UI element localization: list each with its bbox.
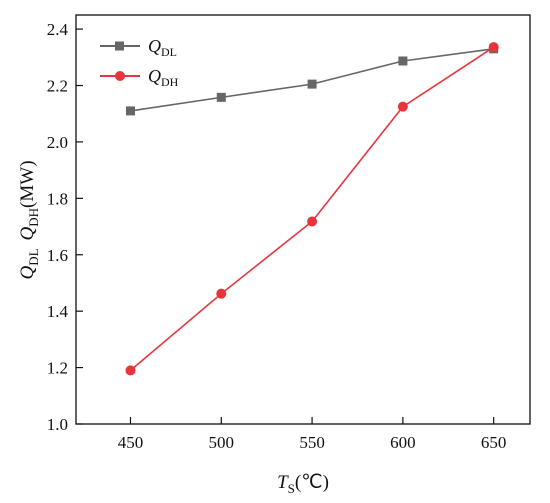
legend-label-dh-main: Q xyxy=(148,66,161,86)
y-tick-label: 1.2 xyxy=(47,359,68,378)
series-markers xyxy=(125,42,499,376)
legend-label-dh: QDH xyxy=(148,66,179,89)
x-axis-title: TS(℃) xyxy=(277,472,329,496)
legend-marker-dh xyxy=(115,71,125,81)
legend-item-dl: QDL xyxy=(100,36,177,59)
x-tick-label: 600 xyxy=(390,433,416,452)
y-tick-label: 1.8 xyxy=(47,189,68,208)
y-axis-ticks: 1.0 1.2 1.4 1.6 1.8 2.0 2.2 2.4 xyxy=(47,20,83,434)
x-axis-ticks: 450 500 550 600 650 xyxy=(118,417,507,452)
x-tick-label: 500 xyxy=(209,433,235,452)
plot-frame xyxy=(75,14,531,425)
data-point-dh xyxy=(488,42,499,53)
data-point-dl xyxy=(398,56,408,66)
y-axis-title-unit: (MW) xyxy=(17,160,38,207)
data-point-dh xyxy=(307,216,318,227)
x-axis-title-sub: S xyxy=(288,481,295,496)
data-point-dl xyxy=(216,92,226,102)
series-lines xyxy=(129,46,495,372)
legend: QDL QDH xyxy=(100,36,179,89)
legend-label-dl-sub: DL xyxy=(161,45,177,59)
data-point-dl xyxy=(125,106,135,116)
legend-label-dl-main: Q xyxy=(148,36,161,56)
legend-label-dh-sub: DH xyxy=(161,75,179,89)
x-axis-title-unit: (℃) xyxy=(295,472,329,493)
legend-label-dl: QDL xyxy=(148,36,177,59)
x-tick-label: 650 xyxy=(481,433,507,452)
y-axis-title-q1: Q xyxy=(17,266,38,280)
y-tick-label: 2.2 xyxy=(47,77,68,96)
y-tick-label: 1.6 xyxy=(47,246,68,265)
y-axis-title: QDLQDH(MW) xyxy=(17,160,41,279)
legend-item-dh: QDH xyxy=(100,66,179,89)
data-point-dl xyxy=(307,79,317,89)
data-point-dh xyxy=(216,288,227,299)
legend-marker-dl xyxy=(115,41,124,51)
series-line-dh xyxy=(129,46,495,372)
y-tick-label: 1.0 xyxy=(47,415,68,434)
x-axis-title-main: T xyxy=(277,472,289,493)
data-point-dh xyxy=(397,101,408,112)
x-tick-label: 550 xyxy=(299,433,325,452)
y-axis-title-q2-sub: DH xyxy=(26,208,41,227)
y-axis-title-q2: Q xyxy=(17,226,38,240)
data-point-dh xyxy=(125,365,136,376)
y-axis-title-q1-sub: DL xyxy=(26,248,41,265)
y-tick-label: 2.4 xyxy=(47,20,69,39)
y-tick-label: 1.4 xyxy=(47,302,69,321)
x-tick-label: 450 xyxy=(118,433,144,452)
y-tick-label: 2.0 xyxy=(47,133,68,152)
